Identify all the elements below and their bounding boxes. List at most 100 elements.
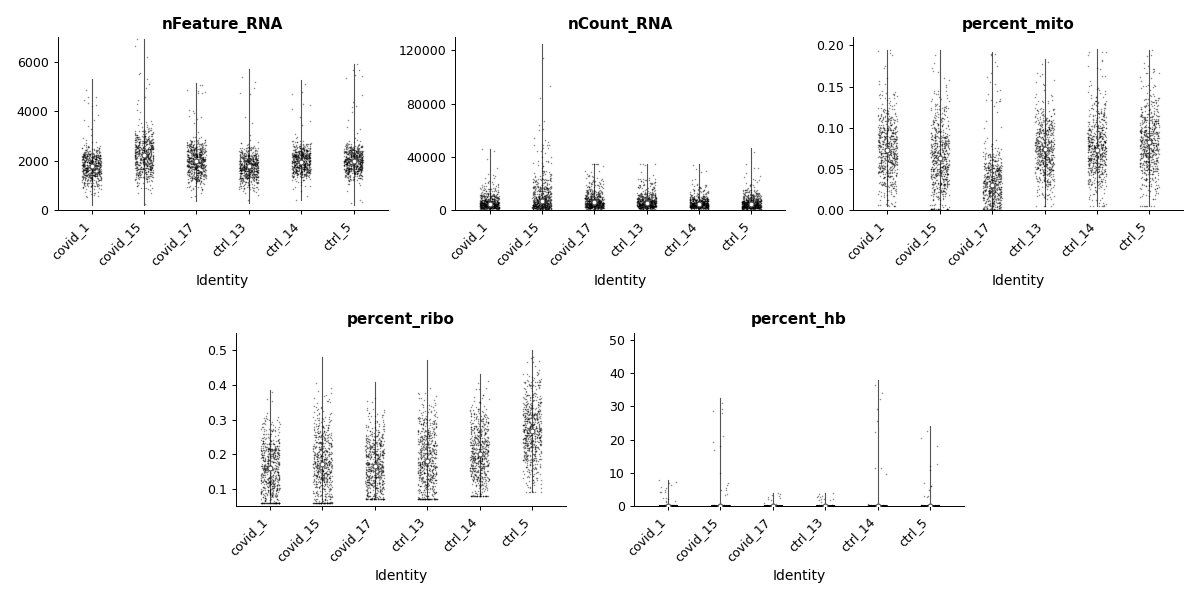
Point — [479, 433, 498, 443]
Point — [584, 197, 604, 206]
Point — [871, 155, 890, 165]
Point — [1031, 160, 1050, 169]
Point — [644, 197, 664, 207]
Point — [180, 155, 199, 164]
Point — [718, 502, 737, 511]
Point — [874, 127, 893, 137]
Point — [973, 179, 992, 188]
Point — [356, 467, 376, 477]
Point — [706, 502, 725, 511]
Point — [858, 502, 877, 511]
Point — [923, 502, 942, 511]
Point — [974, 205, 994, 214]
Point — [938, 139, 958, 148]
Point — [868, 502, 887, 511]
Point — [643, 203, 662, 212]
Point — [762, 502, 781, 511]
Point — [883, 152, 902, 161]
Point — [877, 502, 896, 511]
Point — [181, 139, 200, 148]
Point — [365, 444, 384, 454]
Point — [917, 502, 936, 511]
Point — [235, 157, 254, 166]
Point — [466, 412, 485, 422]
Point — [238, 166, 257, 176]
Point — [490, 202, 509, 212]
Point — [341, 151, 360, 160]
Point — [263, 446, 282, 456]
Point — [514, 421, 533, 430]
Point — [187, 161, 206, 171]
Point — [238, 171, 257, 181]
Point — [346, 151, 365, 160]
Point — [533, 166, 552, 176]
Point — [823, 502, 842, 511]
Point — [644, 183, 664, 193]
Point — [349, 149, 368, 159]
Point — [1135, 151, 1154, 160]
Point — [925, 158, 944, 168]
Point — [578, 185, 598, 194]
Point — [476, 200, 496, 210]
Point — [929, 502, 948, 511]
Point — [341, 164, 360, 173]
Point — [761, 502, 780, 511]
Point — [1081, 94, 1100, 103]
Point — [341, 147, 360, 157]
Point — [344, 174, 364, 184]
Point — [1093, 202, 1112, 211]
Point — [878, 157, 898, 166]
Point — [815, 501, 834, 511]
Point — [917, 502, 936, 511]
Point — [283, 157, 302, 167]
Point — [470, 457, 490, 466]
Point — [371, 472, 390, 482]
Point — [809, 502, 828, 511]
Point — [88, 142, 107, 151]
Point — [311, 478, 330, 487]
Point — [421, 461, 440, 470]
Point — [868, 502, 887, 511]
Point — [143, 167, 162, 176]
Point — [919, 502, 938, 511]
Point — [347, 158, 366, 168]
Point — [1136, 101, 1156, 110]
Point — [473, 462, 492, 472]
Point — [877, 134, 896, 144]
Point — [426, 467, 445, 477]
Point — [628, 201, 647, 211]
Point — [529, 404, 548, 413]
Point — [356, 451, 376, 460]
Point — [935, 170, 954, 179]
Point — [140, 144, 160, 154]
Point — [241, 143, 260, 153]
Point — [870, 139, 889, 148]
Point — [714, 502, 733, 511]
Point — [880, 146, 899, 156]
Point — [659, 502, 678, 511]
Point — [269, 498, 288, 508]
Point — [76, 156, 95, 166]
Point — [337, 149, 356, 159]
Point — [463, 476, 482, 486]
Point — [696, 200, 715, 210]
Point — [485, 199, 504, 208]
Point — [884, 151, 904, 160]
Point — [341, 159, 360, 169]
Point — [754, 502, 773, 511]
Point — [984, 191, 1003, 200]
Point — [985, 205, 1004, 214]
Point — [73, 160, 92, 170]
Point — [882, 145, 901, 154]
Point — [817, 502, 836, 511]
Point — [878, 171, 898, 181]
Point — [718, 502, 737, 511]
Point — [876, 139, 895, 148]
Point — [1039, 58, 1058, 67]
Point — [650, 502, 670, 511]
Point — [1034, 151, 1054, 161]
Point — [253, 452, 272, 461]
Point — [739, 197, 758, 206]
Point — [810, 502, 829, 511]
Point — [812, 502, 832, 511]
